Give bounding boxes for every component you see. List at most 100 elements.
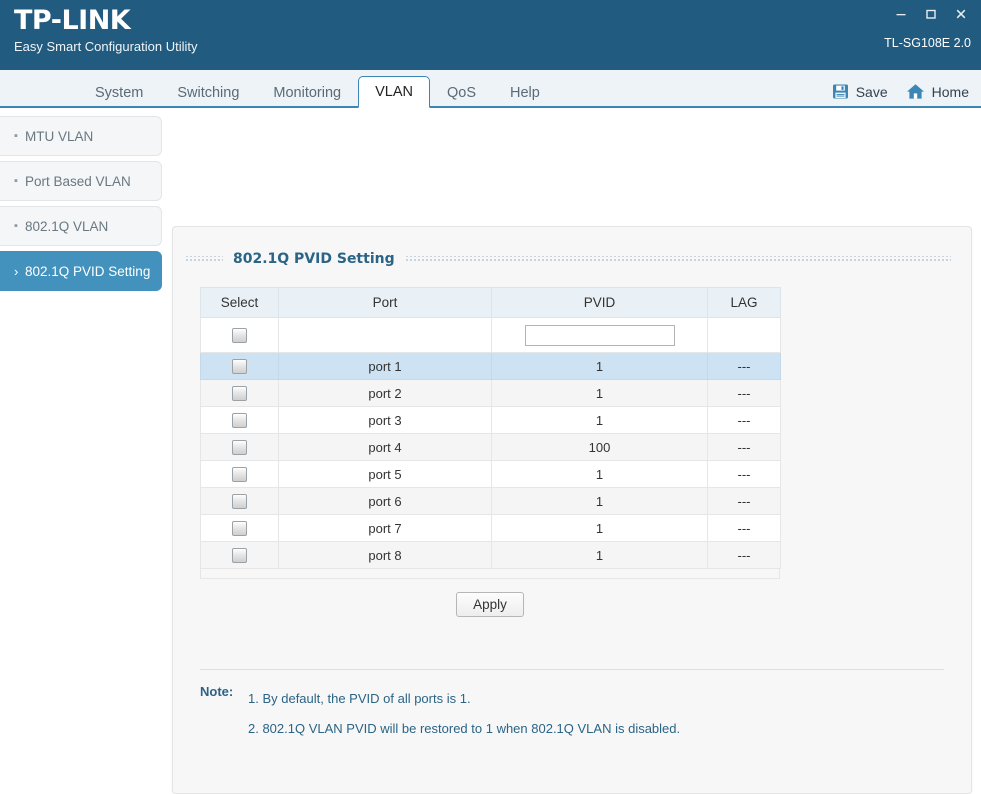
sidebar-item-label: MTU VLAN bbox=[25, 128, 94, 144]
tab-monitoring[interactable]: Monitoring bbox=[273, 85, 342, 101]
sidebar-item-label: Port Based VLAN bbox=[25, 173, 131, 189]
maximize-icon[interactable] bbox=[919, 4, 943, 24]
column-header-lag: LAG bbox=[707, 287, 781, 318]
tab-system[interactable]: System bbox=[95, 85, 144, 101]
row-pvid-cell: 1 bbox=[491, 460, 708, 488]
row-pvid-cell: 1 bbox=[491, 406, 708, 434]
sidebar-item-label: 802.1Q PVID Setting bbox=[25, 263, 151, 279]
table-row[interactable]: port 5 1 --- bbox=[200, 460, 781, 488]
row-checkbox[interactable] bbox=[232, 359, 247, 375]
table-row[interactable]: port 3 1 --- bbox=[200, 406, 781, 434]
row-select-cell bbox=[200, 460, 279, 488]
home-button[interactable]: Home bbox=[906, 83, 969, 100]
tab-qos[interactable]: QoS bbox=[447, 85, 477, 101]
note-section: Note: 1. By default, the PVID of all por… bbox=[200, 684, 971, 744]
row-pvid-cell: 1 bbox=[491, 487, 708, 515]
sidebar-item-8021q-vlan[interactable]: ▪ 802.1Q VLAN bbox=[0, 206, 162, 246]
pvid-table-wrap: Select Port PVID LAG bbox=[200, 287, 781, 579]
note-line-1: 1. By default, the PVID of all ports is … bbox=[248, 691, 471, 706]
row-checkbox[interactable] bbox=[232, 440, 247, 456]
row-lag-cell: --- bbox=[707, 541, 781, 569]
row-port-cell: port 5 bbox=[278, 460, 492, 488]
table-row[interactable]: port 6 1 --- bbox=[200, 487, 781, 515]
header-actions: Save Home bbox=[832, 83, 969, 100]
row-select-cell bbox=[200, 487, 279, 515]
note-label: Note: bbox=[200, 684, 234, 699]
title-bar: TP-LINK Easy Smart Configuration Utility… bbox=[0, 0, 981, 70]
table-header-row: Select Port PVID LAG bbox=[200, 287, 781, 318]
tab-vlan[interactable]: VLAN bbox=[358, 76, 430, 108]
tab-help[interactable]: Help bbox=[510, 85, 540, 101]
select-all-checkbox[interactable] bbox=[232, 328, 247, 344]
row-select-cell bbox=[200, 541, 279, 569]
row-lag-cell: --- bbox=[707, 379, 781, 407]
sidebar-item-8021q-pvid-setting[interactable]: › 802.1Q PVID Setting bbox=[0, 251, 162, 291]
row-pvid-cell: 1 bbox=[491, 514, 708, 542]
tab-switching[interactable]: Switching bbox=[177, 85, 240, 101]
note-divider bbox=[200, 669, 944, 670]
row-select-cell bbox=[200, 406, 279, 434]
table-row[interactable]: port 7 1 --- bbox=[200, 514, 781, 542]
row-pvid-cell: 1 bbox=[491, 541, 708, 569]
row-lag-cell: --- bbox=[707, 406, 781, 434]
main-tab-bar: System Switching Monitoring VLAN QoS Hel… bbox=[0, 70, 981, 108]
pvid-entry-row bbox=[200, 317, 781, 353]
row-checkbox[interactable] bbox=[232, 413, 247, 429]
row-select-cell bbox=[200, 352, 279, 380]
row-checkbox[interactable] bbox=[232, 386, 247, 402]
bullet-icon: ▪ bbox=[14, 129, 18, 142]
note-line-2: 2. 802.1Q VLAN PVID will be restored to … bbox=[248, 721, 681, 736]
page-title: 802.1Q PVID Setting bbox=[233, 251, 395, 267]
row-lag-cell: --- bbox=[707, 352, 781, 380]
row-select-cell bbox=[200, 514, 279, 542]
row-lag-cell: --- bbox=[707, 460, 781, 488]
table-row[interactable]: port 2 1 --- bbox=[200, 379, 781, 407]
note-lines: 1. By default, the PVID of all ports is … bbox=[248, 684, 680, 744]
row-checkbox[interactable] bbox=[232, 494, 247, 510]
row-port-cell: port 3 bbox=[278, 406, 492, 434]
decorative-dots-left bbox=[185, 255, 223, 263]
home-button-label: Home bbox=[931, 83, 969, 100]
pvid-input[interactable] bbox=[524, 324, 675, 346]
content-panel: 802.1Q PVID Setting Select Port PVID LAG bbox=[172, 226, 972, 794]
column-header-pvid: PVID bbox=[491, 287, 708, 318]
column-header-select: Select bbox=[200, 287, 279, 318]
save-button[interactable]: Save bbox=[832, 83, 888, 100]
row-lag-cell: --- bbox=[707, 487, 781, 515]
row-lag-cell: --- bbox=[707, 514, 781, 542]
row-checkbox[interactable] bbox=[232, 548, 247, 564]
table-row[interactable]: port 1 1 --- bbox=[200, 352, 781, 380]
sidebar-nav: ▪ MTU VLAN ▪ Port Based VLAN ▪ 802.1Q VL… bbox=[0, 116, 162, 296]
entry-lag-cell bbox=[707, 317, 781, 353]
sidebar-item-port-based-vlan[interactable]: ▪ Port Based VLAN bbox=[0, 161, 162, 201]
row-checkbox[interactable] bbox=[232, 467, 247, 483]
brand-block: TP-LINK Easy Smart Configuration Utility bbox=[14, 6, 198, 56]
page-body: ▪ MTU VLAN ▪ Port Based VLAN ▪ 802.1Q VL… bbox=[0, 108, 981, 794]
chevron-right-icon: › bbox=[14, 263, 19, 279]
row-select-cell bbox=[200, 433, 279, 461]
table-row[interactable]: port 4 100 --- bbox=[200, 433, 781, 461]
entry-pvid-cell bbox=[491, 317, 708, 353]
home-house-icon bbox=[906, 83, 925, 100]
row-port-cell: port 2 bbox=[278, 379, 492, 407]
pvid-table: Select Port PVID LAG bbox=[200, 287, 781, 569]
row-port-cell: port 6 bbox=[278, 487, 492, 515]
row-lag-cell: --- bbox=[707, 433, 781, 461]
tp-link-logo: TP-LINK bbox=[14, 5, 131, 36]
apply-button[interactable]: Apply bbox=[456, 592, 524, 617]
entry-select-cell bbox=[200, 317, 279, 353]
window-controls bbox=[889, 4, 973, 24]
bullet-icon: ▪ bbox=[14, 219, 18, 232]
row-checkbox[interactable] bbox=[232, 521, 247, 537]
row-port-cell: port 1 bbox=[278, 352, 492, 380]
save-floppy-icon bbox=[832, 83, 849, 100]
sidebar-item-mtu-vlan[interactable]: ▪ MTU VLAN bbox=[0, 116, 162, 156]
close-icon[interactable] bbox=[949, 4, 973, 24]
minimize-icon[interactable] bbox=[889, 4, 913, 24]
row-port-cell: port 7 bbox=[278, 514, 492, 542]
sidebar-item-label: 802.1Q VLAN bbox=[25, 218, 109, 234]
row-port-cell: port 4 bbox=[278, 433, 492, 461]
row-pvid-cell: 1 bbox=[491, 379, 708, 407]
table-row[interactable]: port 8 1 --- bbox=[200, 541, 781, 569]
app-subtitle: Easy Smart Configuration Utility bbox=[14, 39, 198, 54]
